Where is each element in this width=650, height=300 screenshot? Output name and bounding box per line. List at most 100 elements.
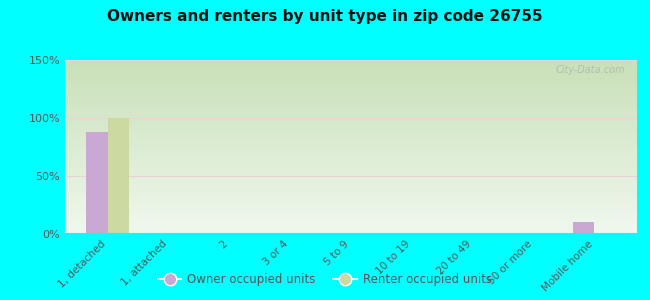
Bar bbox=[65, 143, 637, 144]
Bar bbox=[65, 146, 637, 147]
Bar bbox=[86, 132, 108, 234]
Bar bbox=[65, 137, 637, 138]
Bar bbox=[65, 197, 637, 198]
Bar bbox=[65, 107, 637, 108]
Bar bbox=[65, 151, 637, 152]
Bar bbox=[65, 192, 637, 193]
Bar bbox=[65, 81, 637, 82]
Bar bbox=[65, 194, 637, 195]
Bar bbox=[65, 93, 637, 94]
Bar bbox=[65, 163, 637, 164]
Bar bbox=[65, 206, 637, 207]
Bar bbox=[65, 68, 637, 69]
Bar bbox=[65, 84, 637, 85]
Bar bbox=[65, 126, 637, 127]
Bar bbox=[65, 209, 637, 210]
Bar bbox=[65, 152, 637, 153]
Bar bbox=[65, 136, 637, 137]
Bar bbox=[65, 131, 637, 132]
Bar bbox=[65, 217, 637, 218]
Bar bbox=[65, 213, 637, 214]
Bar bbox=[65, 147, 637, 148]
Bar bbox=[65, 122, 637, 123]
Bar bbox=[65, 159, 637, 160]
Bar bbox=[65, 181, 637, 182]
Bar bbox=[65, 205, 637, 206]
Bar bbox=[65, 144, 637, 145]
Bar bbox=[65, 173, 637, 174]
Bar bbox=[65, 170, 637, 171]
Bar bbox=[65, 198, 637, 199]
Bar bbox=[65, 164, 637, 165]
Bar bbox=[65, 76, 637, 77]
Bar bbox=[65, 141, 637, 142]
Bar bbox=[65, 60, 637, 61]
Bar bbox=[65, 182, 637, 183]
Bar bbox=[65, 183, 637, 184]
Bar bbox=[65, 72, 637, 73]
Bar bbox=[65, 189, 637, 190]
Bar bbox=[65, 231, 637, 232]
Bar bbox=[108, 118, 129, 234]
Bar bbox=[65, 195, 637, 196]
Bar bbox=[65, 176, 637, 177]
Bar bbox=[65, 225, 637, 226]
Bar bbox=[65, 184, 637, 185]
Bar bbox=[65, 133, 637, 134]
Bar bbox=[65, 187, 637, 188]
Bar bbox=[65, 223, 637, 224]
Bar bbox=[65, 215, 637, 216]
Bar bbox=[65, 77, 637, 78]
Bar bbox=[65, 166, 637, 167]
Bar bbox=[65, 150, 637, 151]
Bar bbox=[65, 113, 637, 114]
Bar bbox=[65, 204, 637, 205]
Bar bbox=[65, 127, 637, 128]
Bar bbox=[65, 227, 637, 228]
Bar bbox=[573, 222, 594, 234]
Bar bbox=[65, 97, 637, 98]
Bar bbox=[65, 82, 637, 83]
Bar bbox=[65, 120, 637, 121]
Bar bbox=[65, 230, 637, 231]
Bar bbox=[65, 199, 637, 200]
Bar bbox=[65, 193, 637, 194]
Bar bbox=[65, 179, 637, 180]
Bar bbox=[65, 232, 637, 233]
Bar bbox=[65, 73, 637, 74]
Bar bbox=[65, 115, 637, 116]
Bar bbox=[65, 62, 637, 63]
Bar bbox=[65, 80, 637, 81]
Bar bbox=[65, 149, 637, 150]
Bar bbox=[65, 135, 637, 136]
Bar bbox=[65, 129, 637, 130]
Bar bbox=[65, 201, 637, 202]
Bar bbox=[65, 92, 637, 93]
Bar bbox=[65, 69, 637, 70]
Bar bbox=[65, 96, 637, 97]
Bar bbox=[65, 103, 637, 104]
Bar bbox=[65, 101, 637, 102]
Bar bbox=[65, 95, 637, 96]
Text: Owners and renters by unit type in zip code 26755: Owners and renters by unit type in zip c… bbox=[107, 9, 543, 24]
Bar bbox=[65, 214, 637, 215]
Bar bbox=[65, 169, 637, 170]
Bar bbox=[65, 99, 637, 100]
Bar bbox=[65, 130, 637, 131]
Bar bbox=[65, 88, 637, 89]
Bar bbox=[65, 86, 637, 87]
Bar bbox=[65, 124, 637, 125]
Bar bbox=[65, 110, 637, 111]
Bar bbox=[65, 220, 637, 221]
Bar bbox=[65, 90, 637, 91]
Bar bbox=[65, 91, 637, 92]
Bar bbox=[65, 138, 637, 139]
Bar bbox=[65, 98, 637, 99]
Bar bbox=[65, 211, 637, 212]
Bar bbox=[65, 224, 637, 225]
Bar bbox=[65, 180, 637, 181]
Bar bbox=[65, 85, 637, 86]
Bar bbox=[65, 167, 637, 168]
Bar bbox=[65, 108, 637, 109]
Bar bbox=[65, 102, 637, 103]
